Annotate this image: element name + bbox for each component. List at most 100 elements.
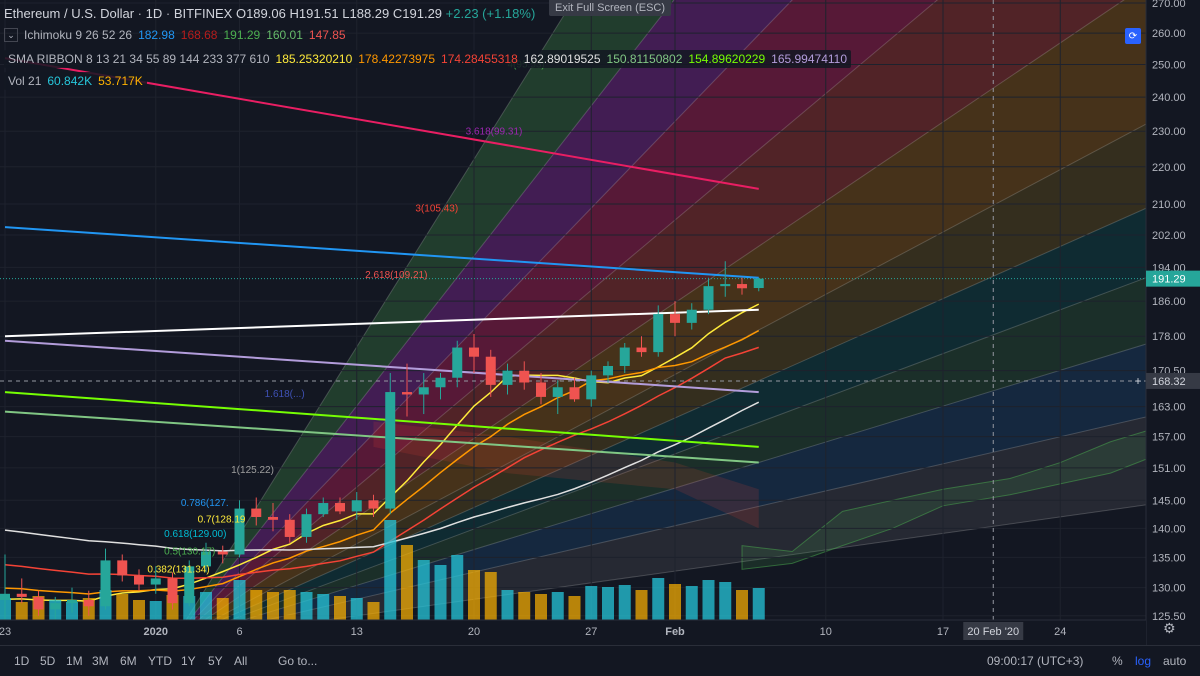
candle-body[interactable] [553, 387, 563, 397]
interval-label[interactable]: 1D [146, 6, 163, 21]
volume-bar [301, 592, 313, 620]
price-tick-label: 157.00 [1152, 432, 1186, 444]
candle-body[interactable] [536, 382, 546, 396]
candle-body[interactable] [486, 357, 496, 385]
log-scale-toggle[interactable]: log [1135, 654, 1151, 668]
candle-body[interactable] [251, 509, 261, 517]
chart-settings-icon[interactable]: ⟳ [1125, 28, 1141, 44]
goto-date-button[interactable]: Go to... [278, 654, 317, 668]
range-button-all[interactable]: All [234, 654, 247, 668]
volume-bar [250, 590, 262, 620]
candle-body[interactable] [503, 371, 513, 385]
last-price-label: 191.29 [1152, 274, 1186, 286]
range-button-5y[interactable]: 5Y [208, 654, 223, 668]
percent-scale-toggle[interactable]: % [1112, 654, 1123, 668]
candle-body[interactable] [17, 594, 27, 597]
candle-body[interactable] [168, 578, 178, 603]
candle-body[interactable] [603, 366, 613, 375]
candle-body[interactable] [620, 348, 630, 366]
volume-label[interactable]: Vol 21 [8, 74, 41, 88]
candle-body[interactable] [318, 503, 328, 514]
collapse-chevron-icon[interactable]: ⌄ [4, 28, 18, 42]
candle-body[interactable] [67, 600, 77, 603]
ichimoku-label[interactable]: Ichimoku 9 26 52 26 [24, 28, 132, 42]
candle-body[interactable] [218, 552, 228, 555]
range-button-6m[interactable]: 6M [120, 654, 137, 668]
candle-body[interactable] [151, 578, 161, 584]
volume-bar [150, 601, 162, 620]
volume-bar [619, 585, 631, 620]
sma-value-6: 165.99474110 [771, 52, 847, 66]
volume-bar [234, 580, 246, 620]
volume-bar [401, 545, 413, 620]
candle-body[interactable] [670, 314, 680, 323]
candle-body[interactable] [50, 603, 60, 609]
candle-body[interactable] [653, 314, 663, 352]
volume-bar [669, 584, 681, 620]
candle-body[interactable] [0, 594, 10, 600]
candle-body[interactable] [101, 560, 111, 606]
crosshair-plus-icon[interactable]: + [1134, 374, 1141, 388]
range-button-1d[interactable]: 1D [14, 654, 29, 668]
candle-body[interactable] [285, 520, 295, 537]
range-button-ytd[interactable]: YTD [148, 654, 172, 668]
sma-ribbon-label[interactable]: SMA RIBBON 8 13 21 34 55 89 144 233 377 … [8, 52, 270, 66]
price-tick-label: 202.00 [1152, 230, 1186, 242]
candle-body[interactable] [369, 500, 379, 508]
candle-body[interactable] [34, 597, 44, 610]
candle-body[interactable] [302, 514, 312, 537]
candle-body[interactable] [570, 387, 580, 399]
gear-icon[interactable]: ⚙ [1163, 620, 1176, 637]
candle-body[interactable] [268, 517, 278, 520]
candle-body[interactable] [637, 348, 647, 353]
volume-bar [636, 590, 648, 620]
candle-body[interactable] [352, 500, 362, 511]
sma-value-5: 154.89620229 [688, 52, 765, 66]
candle-body[interactable] [134, 575, 144, 584]
candle-body[interactable] [385, 392, 395, 509]
price-tick-label: 135.00 [1152, 552, 1186, 564]
fib-label: 0.618(129.00) [164, 529, 226, 540]
candle-body[interactable] [469, 348, 479, 357]
candle-body[interactable] [519, 371, 529, 383]
candle-body[interactable] [402, 392, 412, 394]
candle-body[interactable] [737, 284, 747, 288]
candle-body[interactable] [84, 600, 94, 606]
candle-body[interactable] [452, 348, 462, 378]
candle-body[interactable] [754, 279, 764, 288]
crosshair-date-label: 20 Feb '20 [967, 626, 1019, 638]
price-tick-label: 186.00 [1152, 296, 1186, 308]
candle-body[interactable] [436, 378, 446, 388]
symbol-title[interactable]: Ethereum / U.S. Dollar [4, 6, 134, 21]
range-button-3m[interactable]: 3M [92, 654, 109, 668]
range-button-5d[interactable]: 5D [40, 654, 55, 668]
exit-fullscreen-button[interactable]: Exit Full Screen (ESC) [549, 0, 671, 16]
volume-bar [284, 590, 296, 620]
price-tick-label: 145.00 [1152, 495, 1186, 507]
fib-label: 0.382(131.34) [147, 564, 209, 575]
ichimoku-value-0: 182.98 [138, 28, 175, 42]
clock-time[interactable]: 09:00:17 (UTC+3) [987, 654, 1083, 668]
fib-label: 1.618(...) [265, 389, 305, 400]
candle-body[interactable] [117, 560, 127, 575]
volume-bar [351, 598, 363, 620]
candle-body[interactable] [704, 286, 714, 310]
candle-body[interactable] [720, 284, 730, 286]
candle-body[interactable] [687, 310, 697, 323]
candle-body[interactable] [586, 375, 596, 399]
price-chart[interactable]: 4(95.53)3.618(99.31)3(105.43)2.618(109.2… [0, 0, 1200, 645]
price-tick-label: 140.00 [1152, 523, 1186, 535]
candle-body[interactable] [419, 387, 429, 394]
volume-bar [451, 555, 463, 620]
auto-scale-toggle[interactable]: auto [1163, 654, 1186, 668]
volume-bar [753, 588, 765, 620]
candle-body[interactable] [335, 503, 345, 511]
time-tick-label: 20 [468, 626, 480, 638]
range-button-1y[interactable]: 1Y [181, 654, 196, 668]
price-tick-label: 130.00 [1152, 583, 1186, 595]
range-button-1m[interactable]: 1M [66, 654, 83, 668]
volume-bar [418, 560, 430, 620]
time-tick-label: 24 [1054, 626, 1066, 638]
